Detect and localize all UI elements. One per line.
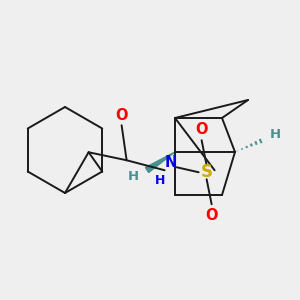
Text: O: O: [206, 208, 218, 223]
Text: O: O: [116, 108, 128, 123]
Text: H: H: [154, 174, 165, 187]
Polygon shape: [146, 152, 175, 172]
Text: H: H: [128, 170, 139, 184]
Text: N: N: [164, 155, 177, 170]
Text: O: O: [195, 122, 208, 137]
Text: S: S: [201, 163, 213, 181]
Text: H: H: [269, 128, 281, 140]
